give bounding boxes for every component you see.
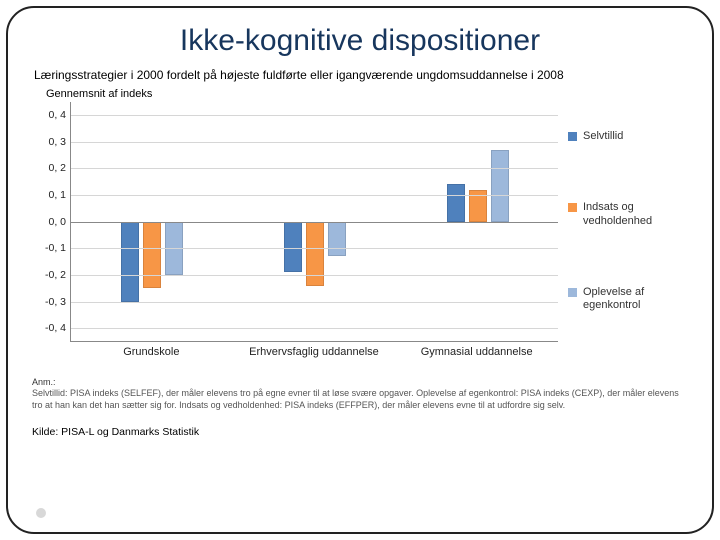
y-tick-label: 0, 2 xyxy=(48,162,66,174)
legend-swatch xyxy=(568,288,577,297)
x-category-label: Grundskole xyxy=(70,342,233,359)
plot-area xyxy=(70,102,558,342)
gridline xyxy=(71,248,558,249)
chart-subtitle: Læringsstrategier i 2000 fordelt på høje… xyxy=(34,68,688,84)
page-indicator-dot xyxy=(36,508,46,518)
gridline xyxy=(71,302,558,303)
legend: Selvtillid Indsats og vedholdenhed Oplevel… xyxy=(558,102,688,342)
footnote: Anm.: Selvtillid: PISA indeks (SELFEF), … xyxy=(32,377,688,412)
y-tick-label: -0, 4 xyxy=(45,322,66,334)
legend-item: Indsats og vedholdenhed xyxy=(568,201,688,229)
legend-label: Selvtillid xyxy=(583,130,623,144)
page-title: Ikke-kognitive dispositioner xyxy=(32,24,688,58)
footnote-text: Selvtillid: PISA indeks (SELFEF), der må… xyxy=(32,388,679,410)
source-line: Kilde: PISA-L og Danmarks Statistik xyxy=(32,426,688,438)
y-axis-label: Gennemsnit af indeks xyxy=(46,88,688,100)
gridline xyxy=(71,328,558,329)
bar xyxy=(328,222,346,257)
x-category-label: Erhvervsfaglig uddannelse xyxy=(233,342,396,359)
x-axis-categories: GrundskoleErhvervsfaglig uddannelseGymna… xyxy=(70,342,688,359)
footnote-header: Anm.: xyxy=(32,377,56,387)
gridline xyxy=(71,168,558,169)
bar xyxy=(121,222,139,302)
bar xyxy=(284,222,302,273)
chart-area: 0, 4 0, 3 0, 2 0, 1 0, 0 -0, 1 -0, 2 -0, 3 -0, 4… xyxy=(32,102,688,342)
y-tick-label: -0, 2 xyxy=(45,269,66,281)
y-tick-label: 0, 3 xyxy=(48,136,66,148)
y-tick-label: 0, 1 xyxy=(48,189,66,201)
x-category-label: Gymnasial uddannelse xyxy=(395,342,558,359)
legend-swatch xyxy=(568,132,577,141)
bar xyxy=(306,222,324,286)
gridline xyxy=(71,275,558,276)
y-tick-label: -0, 1 xyxy=(45,242,66,254)
legend-label: Indsats og vedholdenhed xyxy=(583,201,688,229)
legend-item: Oplevelse af egenkontrol xyxy=(568,286,688,314)
bar xyxy=(143,222,161,289)
gridline xyxy=(71,195,558,196)
slide-frame: Ikke-kognitive dispositioner Læringsstra… xyxy=(6,6,714,534)
legend-swatch xyxy=(568,203,577,212)
y-axis: 0, 4 0, 3 0, 2 0, 1 0, 0 -0, 1 -0, 2 -0, 3 -0, 4 xyxy=(32,102,70,342)
bar xyxy=(447,184,465,221)
y-tick-label: 0, 0 xyxy=(48,216,66,228)
gridline xyxy=(71,142,558,143)
y-tick-label: 0, 4 xyxy=(48,109,66,121)
bar xyxy=(491,150,509,222)
y-tick-label: -0, 3 xyxy=(45,296,66,308)
gridline xyxy=(71,115,558,116)
zero-line xyxy=(71,222,558,223)
legend-item: Selvtillid xyxy=(568,130,688,144)
legend-label: Oplevelse af egenkontrol xyxy=(583,286,688,314)
